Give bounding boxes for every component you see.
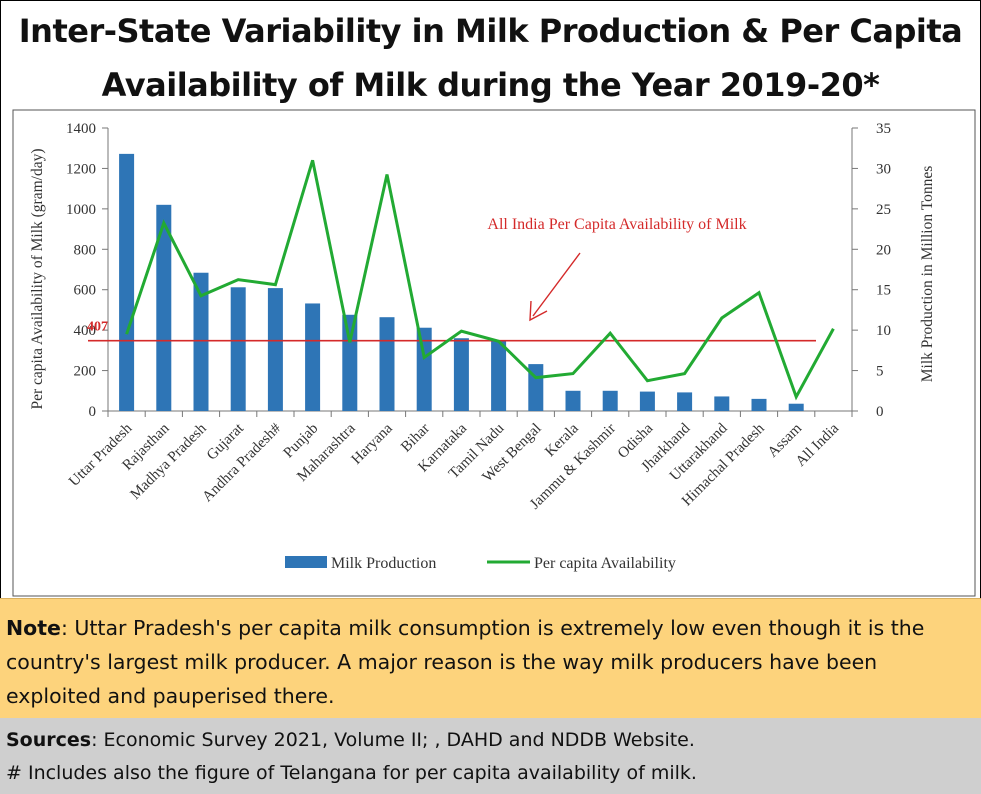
sources-footnote: # Includes also the figure of Telangana … — [6, 762, 697, 784]
right-tick-label: 20 — [876, 242, 891, 258]
title-line-2: Availability of Milk during the Year 201… — [101, 66, 880, 104]
bar-milk-production — [788, 403, 804, 411]
right-tick-label: 35 — [876, 121, 891, 137]
y2-axis-title: Milk Production in Million Tonnes — [919, 166, 936, 383]
reference-annotation: All India Per Capita Availability of Mil… — [487, 216, 746, 233]
note-label: Note — [6, 616, 61, 640]
y-axis-title: Per capita Availability of Milk (gram/da… — [29, 149, 46, 410]
right-tick-label: 10 — [876, 323, 891, 339]
line-per-capita-availability — [125, 159, 835, 401]
bar-milk-production — [639, 391, 655, 411]
chart-box — [12, 109, 976, 597]
bar-milk-production — [193, 272, 209, 411]
left-tick-label: 800 — [74, 242, 97, 258]
right-tick-label: 5 — [876, 364, 884, 380]
sources-label: Sources — [6, 729, 92, 751]
legend-bar-label: Milk Production — [331, 555, 436, 572]
annotation-arrow-head — [529, 300, 548, 322]
x-category-label: Bihar — [398, 421, 433, 456]
left-tick-label: 1000 — [66, 202, 96, 218]
bar-milk-production — [453, 338, 469, 411]
bar-milk-production — [714, 396, 730, 411]
left-tick-label: 200 — [74, 364, 97, 380]
bar-milk-production — [230, 287, 246, 411]
title-line-1: Inter-State Variability in Milk Producti… — [18, 12, 963, 50]
note-box: Note: Uttar Pradesh's per capita milk co… — [0, 598, 981, 718]
x-category-label: Haryana — [349, 420, 396, 467]
bar-milk-production — [565, 390, 581, 411]
chart-svg: 0 200 400 600 800 1000 1200 1400 0 5 10 15 20 25 30 35 P… — [12, 109, 976, 597]
sources-text: : Economic Survey 2021, Volume II; , DAH… — [91, 729, 695, 751]
annotation-arrow-shaft — [532, 252, 581, 317]
bar-milk-production — [677, 392, 693, 411]
note-text: : Uttar Pradesh's per capita milk consum… — [6, 616, 925, 708]
bar-milk-production — [267, 288, 283, 411]
left-tick-label: 1200 — [66, 161, 96, 177]
bar-milk-production — [305, 303, 321, 411]
right-tick-label: 25 — [876, 202, 891, 218]
legend-bar-swatch — [285, 556, 327, 568]
right-tick-label: 30 — [876, 161, 891, 177]
chart-title: Inter-State Variability in Milk Producti… — [0, 4, 981, 112]
reference-value-label: 407 — [87, 320, 108, 335]
right-tick-label: 0 — [876, 404, 884, 420]
bar-milk-production — [342, 314, 358, 411]
left-tick-label: 400 — [74, 323, 97, 339]
bar-milk-production — [156, 204, 172, 411]
right-tick-label: 15 — [876, 283, 891, 299]
bar-milk-production — [416, 327, 432, 411]
legend-line-label: Per capita Availability — [534, 555, 676, 572]
bar-milk-production — [751, 398, 767, 411]
bar-milk-production — [119, 153, 135, 412]
bar-milk-production — [379, 317, 395, 411]
bar-milk-production — [491, 340, 507, 411]
left-tick-label: 0 — [89, 404, 97, 420]
sources-box: Sources: Economic Survey 2021, Volume II… — [0, 718, 981, 794]
left-tick-label: 600 — [74, 283, 97, 299]
left-tick-label: 1400 — [66, 121, 96, 137]
bar-milk-production — [602, 390, 618, 411]
x-category-label: Uttar Pradesh — [66, 420, 136, 490]
